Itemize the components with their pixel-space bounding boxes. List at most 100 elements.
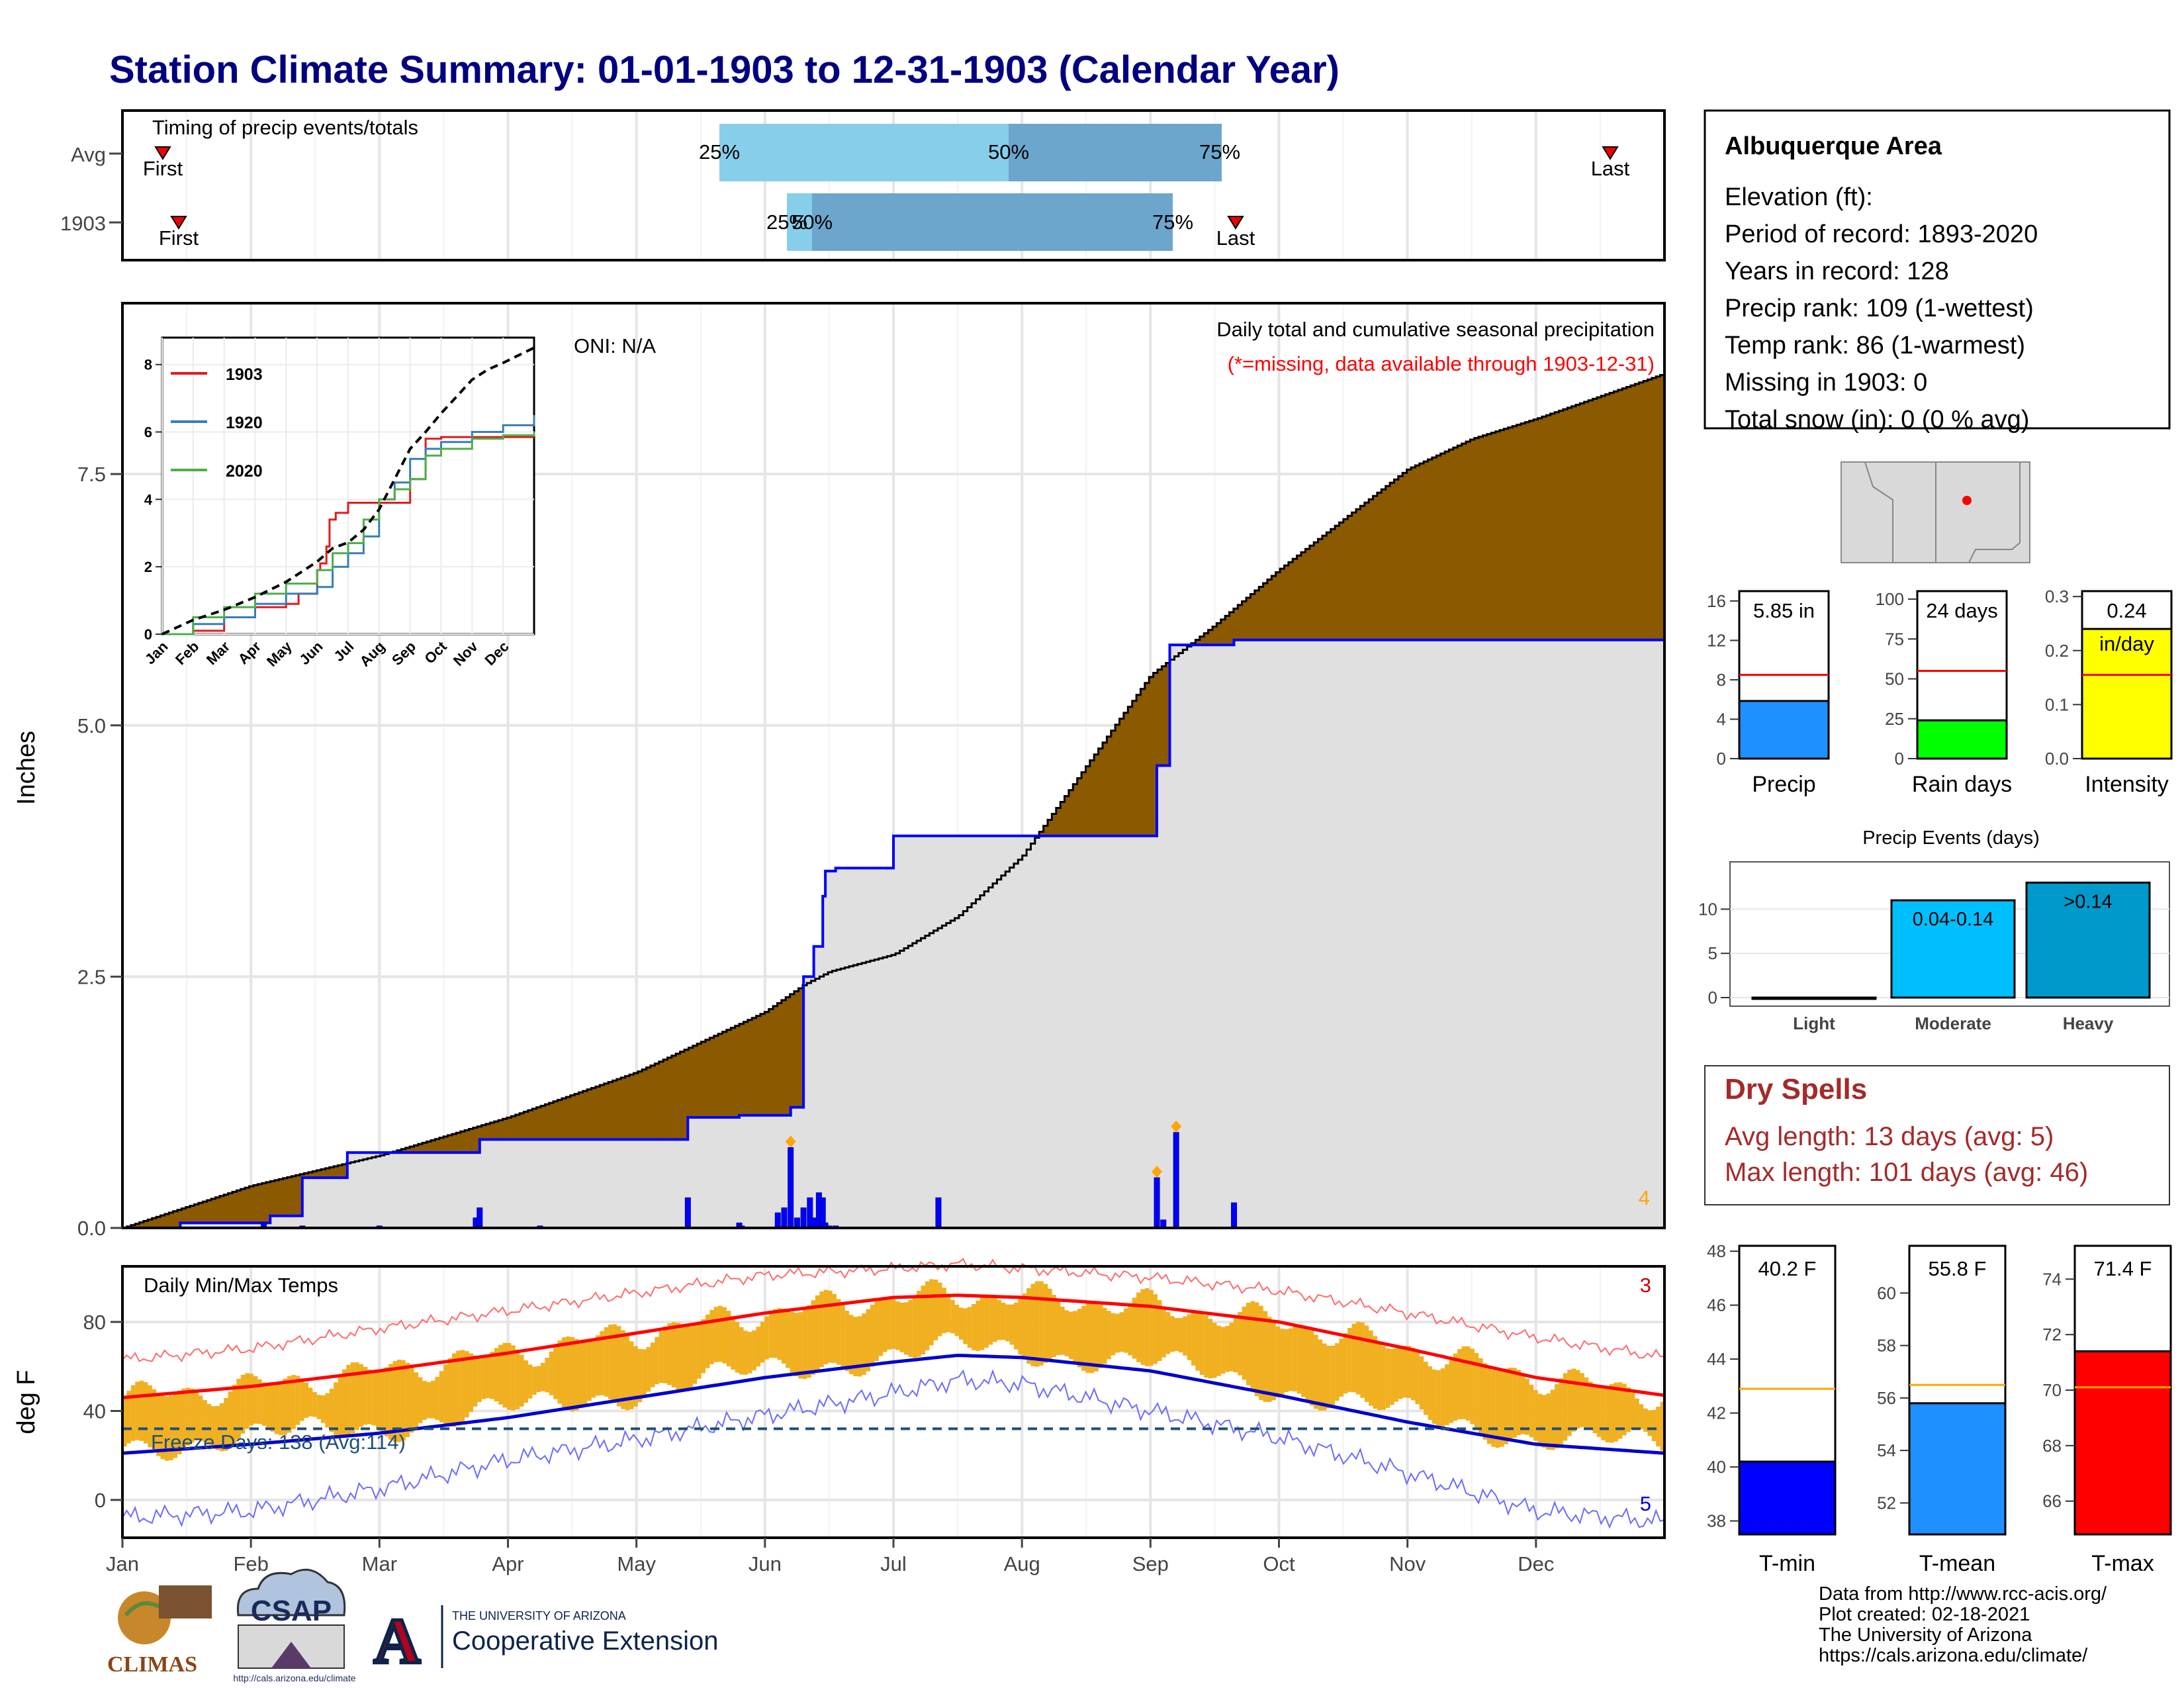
daily-temp-bar <box>308 1387 313 1417</box>
daily-temp-bar <box>1512 1368 1517 1438</box>
ua-extension-text: Cooperative Extension <box>452 1626 718 1656</box>
daily-temp-bar <box>321 1395 326 1423</box>
daily-temp-bar <box>1119 1312 1124 1352</box>
daily-temp-bar <box>266 1384 271 1429</box>
daily-temp-bar <box>633 1346 638 1407</box>
daily-temp-bar <box>1335 1343 1340 1401</box>
daily-temp-bar <box>891 1299 896 1349</box>
inset-ytick-label: 0 <box>144 626 152 643</box>
temp-bar-ytick-label: 58 <box>1877 1336 1896 1356</box>
daily-temp-bar <box>304 1382 308 1418</box>
daily-temp-bar <box>726 1311 731 1367</box>
daily-precip-bar <box>935 1197 942 1229</box>
daily-temp-bar <box>1575 1370 1580 1429</box>
daily-temp-bar <box>1351 1323 1357 1393</box>
daily-temp-bar <box>883 1297 887 1352</box>
daily-temp-bar <box>1440 1368 1445 1427</box>
daily-precip-bar <box>774 1212 781 1229</box>
daily-temp-bar <box>752 1330 756 1371</box>
daily-temp-bar <box>122 1397 127 1447</box>
daily-temp-bar <box>1220 1327 1226 1374</box>
daily-temp-bar <box>1301 1325 1306 1397</box>
daily-temp-bar <box>1373 1336 1378 1409</box>
summary-bar-charts: 0 4 8 12 16 5.85 in Precip 0 25 50 75 100 24 days Rai… <box>1707 586 2173 797</box>
daily-temp-bar <box>768 1312 774 1358</box>
daily-temp-bar <box>355 1362 359 1430</box>
daily-temp-bar <box>1415 1351 1420 1405</box>
daily-temp-bar <box>1094 1303 1099 1372</box>
daily-temp-bar <box>249 1374 254 1426</box>
daily-temp-bar <box>270 1385 275 1432</box>
daily-temp-bar <box>511 1345 516 1411</box>
daily-temp-bar <box>570 1337 575 1412</box>
daily-temp-bar <box>469 1353 473 1412</box>
info-line: Total snow (in): 0 (0 % avg) <box>1725 406 2029 434</box>
locator-map <box>1841 461 2030 563</box>
daily-temp-bar <box>1280 1329 1285 1395</box>
daily-temp-bar <box>1563 1373 1568 1441</box>
info-line: Elevation (ft): <box>1725 183 1873 211</box>
temp-bar-label: T-mean <box>1919 1551 1995 1576</box>
month-tick-label: May <box>617 1552 656 1575</box>
daily-temp-bar <box>629 1341 634 1409</box>
daily-temp-bar <box>667 1323 672 1385</box>
daily-temp-bar <box>1630 1392 1635 1430</box>
temp-bar-ytick-label: 54 <box>1877 1440 1896 1460</box>
temp-bar-ytick-label: 60 <box>1877 1283 1896 1303</box>
precip-ytick-label: 0.0 <box>77 1217 106 1240</box>
daily-temp-bar <box>1165 1312 1171 1354</box>
daily-temp-bar <box>1617 1382 1623 1439</box>
month-tick-label: Sep <box>1132 1552 1169 1575</box>
daily-temp-bar <box>760 1321 765 1363</box>
daily-temp-bar <box>608 1325 613 1399</box>
daily-temp-bar <box>600 1331 604 1395</box>
avg-last-marker <box>1602 146 1619 160</box>
1903-first-marker <box>170 216 187 230</box>
daily-temp-bar <box>1039 1281 1044 1366</box>
avg-p75-label: 75% <box>1199 140 1240 164</box>
1903-p50-label: 50% <box>792 211 833 234</box>
daily-temp-bar <box>341 1369 347 1438</box>
daily-temp-bar <box>1170 1316 1175 1352</box>
daily-temp-bar <box>1259 1305 1263 1400</box>
daily-temp-bar <box>1360 1322 1365 1398</box>
1903-p25-label: 25% <box>766 211 807 234</box>
daily-temp-bar <box>426 1382 432 1419</box>
daily-temp-bar <box>870 1304 875 1367</box>
inset-line-2020 <box>162 432 535 635</box>
daily-temp-bar <box>435 1376 439 1421</box>
daily-temp-bar <box>1005 1304 1010 1342</box>
daily-temp-bar <box>494 1348 499 1402</box>
dry-spells-box: Dry Spells Avg length: 13 days (avg: 5) … <box>1704 1065 2170 1205</box>
info-line: Temp rank: 86 (1-warmest) <box>1725 332 2025 359</box>
daily-temp-bar <box>929 1279 934 1346</box>
daily-temp-bar <box>616 1326 621 1407</box>
daily-temp-bar <box>1089 1302 1095 1374</box>
daily-temp-bar <box>384 1367 389 1436</box>
daily-temp-bar <box>1520 1374 1525 1434</box>
daily-temp-bar <box>815 1295 820 1372</box>
record-low-count: 5 <box>1640 1492 1651 1515</box>
daily-temp-bar <box>1322 1343 1327 1411</box>
inset-ytick-label: 8 <box>144 357 152 373</box>
daily-temp-bar <box>477 1356 482 1402</box>
daily-temp-bar <box>823 1289 829 1364</box>
daily-temp-bar <box>1132 1297 1137 1359</box>
daily-temp-bar <box>1453 1353 1458 1421</box>
daily-temp-bar <box>203 1400 207 1442</box>
daily-temp-bar <box>1022 1293 1027 1360</box>
daily-temp-bar <box>1048 1288 1052 1360</box>
timing-1903-bar-25-50 <box>787 193 812 251</box>
daily-temp-bar <box>498 1344 503 1405</box>
temp-bar-ytick-label: 40 <box>1707 1457 1726 1477</box>
temp-bar-ytick-label: 66 <box>2042 1491 2062 1511</box>
daily-temp-bar <box>312 1391 317 1417</box>
daily-temp-bar <box>1410 1348 1416 1401</box>
daily-temp-bar <box>862 1313 866 1375</box>
avg-max-line <box>122 1293 1665 1399</box>
temp-bar-ytick-label: 38 <box>1707 1511 1726 1531</box>
dry-spells-frame <box>1704 1065 2170 1205</box>
mini-bar-ytick-label: 8 <box>1717 670 1726 690</box>
temps-panel: 0 40 80 Jan Feb Mar Apr May Jun Jul Aug Sep Oct Nov D… <box>13 1258 1666 1575</box>
daily-temp-bar <box>1377 1341 1382 1411</box>
